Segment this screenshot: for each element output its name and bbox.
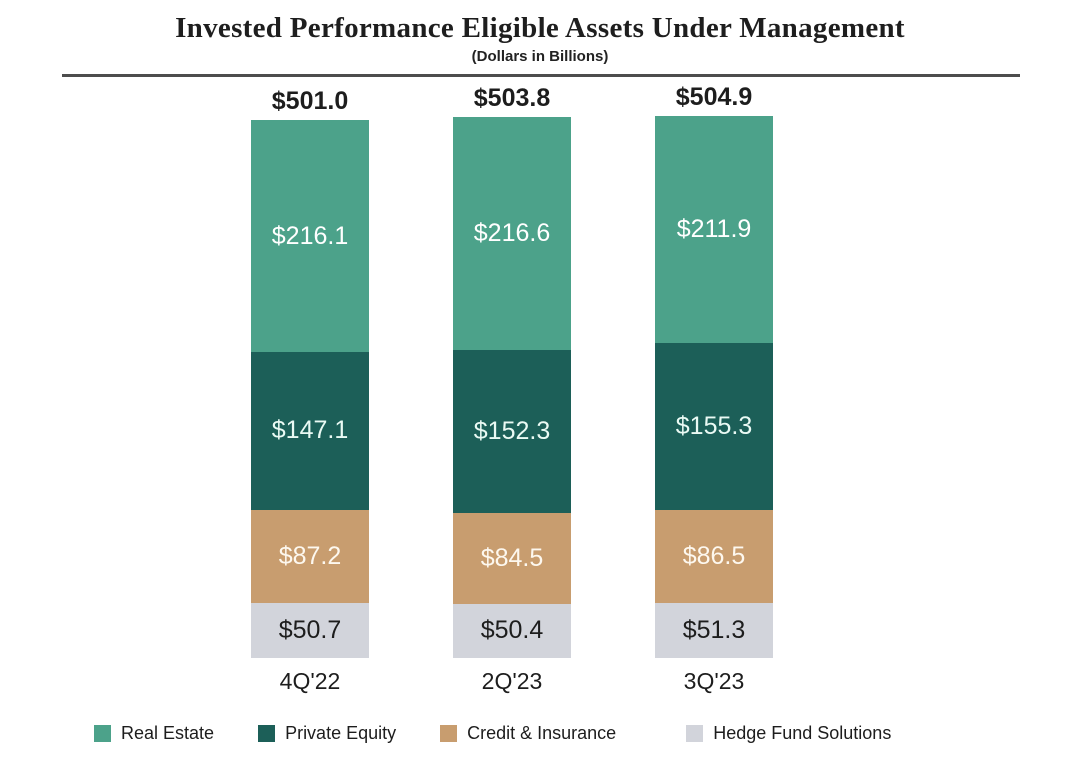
bar-group-2q-23: $503.8 $216.6 $152.3 $84.5 $50.4 2Q'23 xyxy=(453,84,571,695)
bar-segment-hedge-fund-solutions: $50.4 xyxy=(453,603,571,658)
legend-swatch-icon xyxy=(258,724,276,742)
segment-value-label: $216.1 xyxy=(271,221,349,250)
bar-segment-real-estate: $216.6 xyxy=(453,117,571,350)
legend-label: Credit & Insurance xyxy=(467,722,617,743)
legend-item-hedge-fund-solutions: Hedge Fund Solutions xyxy=(686,723,891,744)
segment-value-label: $51.3 xyxy=(682,615,746,644)
segment-value-label: $216.6 xyxy=(473,218,551,247)
bar-group-3q-23: $504.9 $211.9 $155.3 $86.5 $51.3 3Q'23 xyxy=(655,83,773,695)
legend-item-private-equity: Private Equity xyxy=(258,723,396,744)
bar-total-label: $504.9 xyxy=(675,83,753,111)
legend-swatch-icon xyxy=(94,724,111,742)
legend-swatch-icon xyxy=(686,724,704,742)
segment-value-label: $84.5 xyxy=(480,543,544,572)
bar-segment-hedge-fund-solutions: $51.3 xyxy=(655,602,773,658)
bar-total-label: $503.8 xyxy=(473,84,551,113)
segment-value-label: $50.7 xyxy=(278,616,342,645)
bar-segment-real-estate: $211.9 xyxy=(655,116,773,344)
bar-total-label: $501.0 xyxy=(271,87,349,116)
bar-segment-credit-insurance: $86.5 xyxy=(655,509,773,603)
bar-stack: $216.6 $152.3 $84.5 $50.4 xyxy=(453,117,571,658)
x-axis-label: 2Q'23 xyxy=(481,667,543,694)
segment-value-label: $155.3 xyxy=(675,412,753,441)
bar-segment-real-estate: $216.1 xyxy=(251,120,369,352)
legend-item-credit-insurance: Credit & Insurance xyxy=(440,723,616,744)
segment-value-label: $147.1 xyxy=(271,416,349,445)
x-axis-label: 4Q'22 xyxy=(279,667,341,694)
bar-segment-private-equity: $152.3 xyxy=(453,349,571,513)
legend-label: Private Equity xyxy=(285,722,397,743)
segment-value-label: $86.5 xyxy=(682,541,746,570)
bar-group-4q-22: $501.0 $216.1 $147.1 $87.2 $50.7 4Q'22 xyxy=(251,87,369,695)
bar-segment-private-equity: $147.1 xyxy=(251,352,369,510)
segment-value-label: $211.9 xyxy=(676,215,752,244)
bar-stack: $211.9 $155.3 $86.5 $51.3 xyxy=(655,116,773,658)
segment-value-label: $50.4 xyxy=(480,616,544,645)
segment-value-label: $87.2 xyxy=(278,542,342,571)
chart-legend: Real Estate Private Equity Credit & Insura… xyxy=(94,723,1080,744)
chart-subtitle: (Dollars in Billions) xyxy=(471,48,609,65)
stacked-bar-chart: $501.0 $216.1 $147.1 $87.2 $50.7 4Q'22 $503.8 $… xyxy=(0,83,1052,695)
bar-stack: $216.1 $147.1 $87.2 $50.7 xyxy=(251,120,369,658)
x-axis-label: 3Q'23 xyxy=(683,667,745,694)
legend-label: Hedge Fund Solutions xyxy=(713,722,892,743)
chart-title: Invested Performance Eligible Assets Und… xyxy=(175,12,905,44)
bar-segment-hedge-fund-solutions: $50.7 xyxy=(251,603,369,658)
bar-segment-credit-insurance: $87.2 xyxy=(251,509,369,604)
legend-item-real-estate: Real Estate xyxy=(94,723,214,744)
bar-segment-credit-insurance: $84.5 xyxy=(453,513,571,604)
segment-value-label: $152.3 xyxy=(473,416,551,445)
bar-segment-private-equity: $155.3 xyxy=(655,343,773,510)
legend-label: Real Estate xyxy=(121,722,215,743)
legend-swatch-icon xyxy=(440,724,458,742)
title-divider-line xyxy=(62,74,1020,77)
